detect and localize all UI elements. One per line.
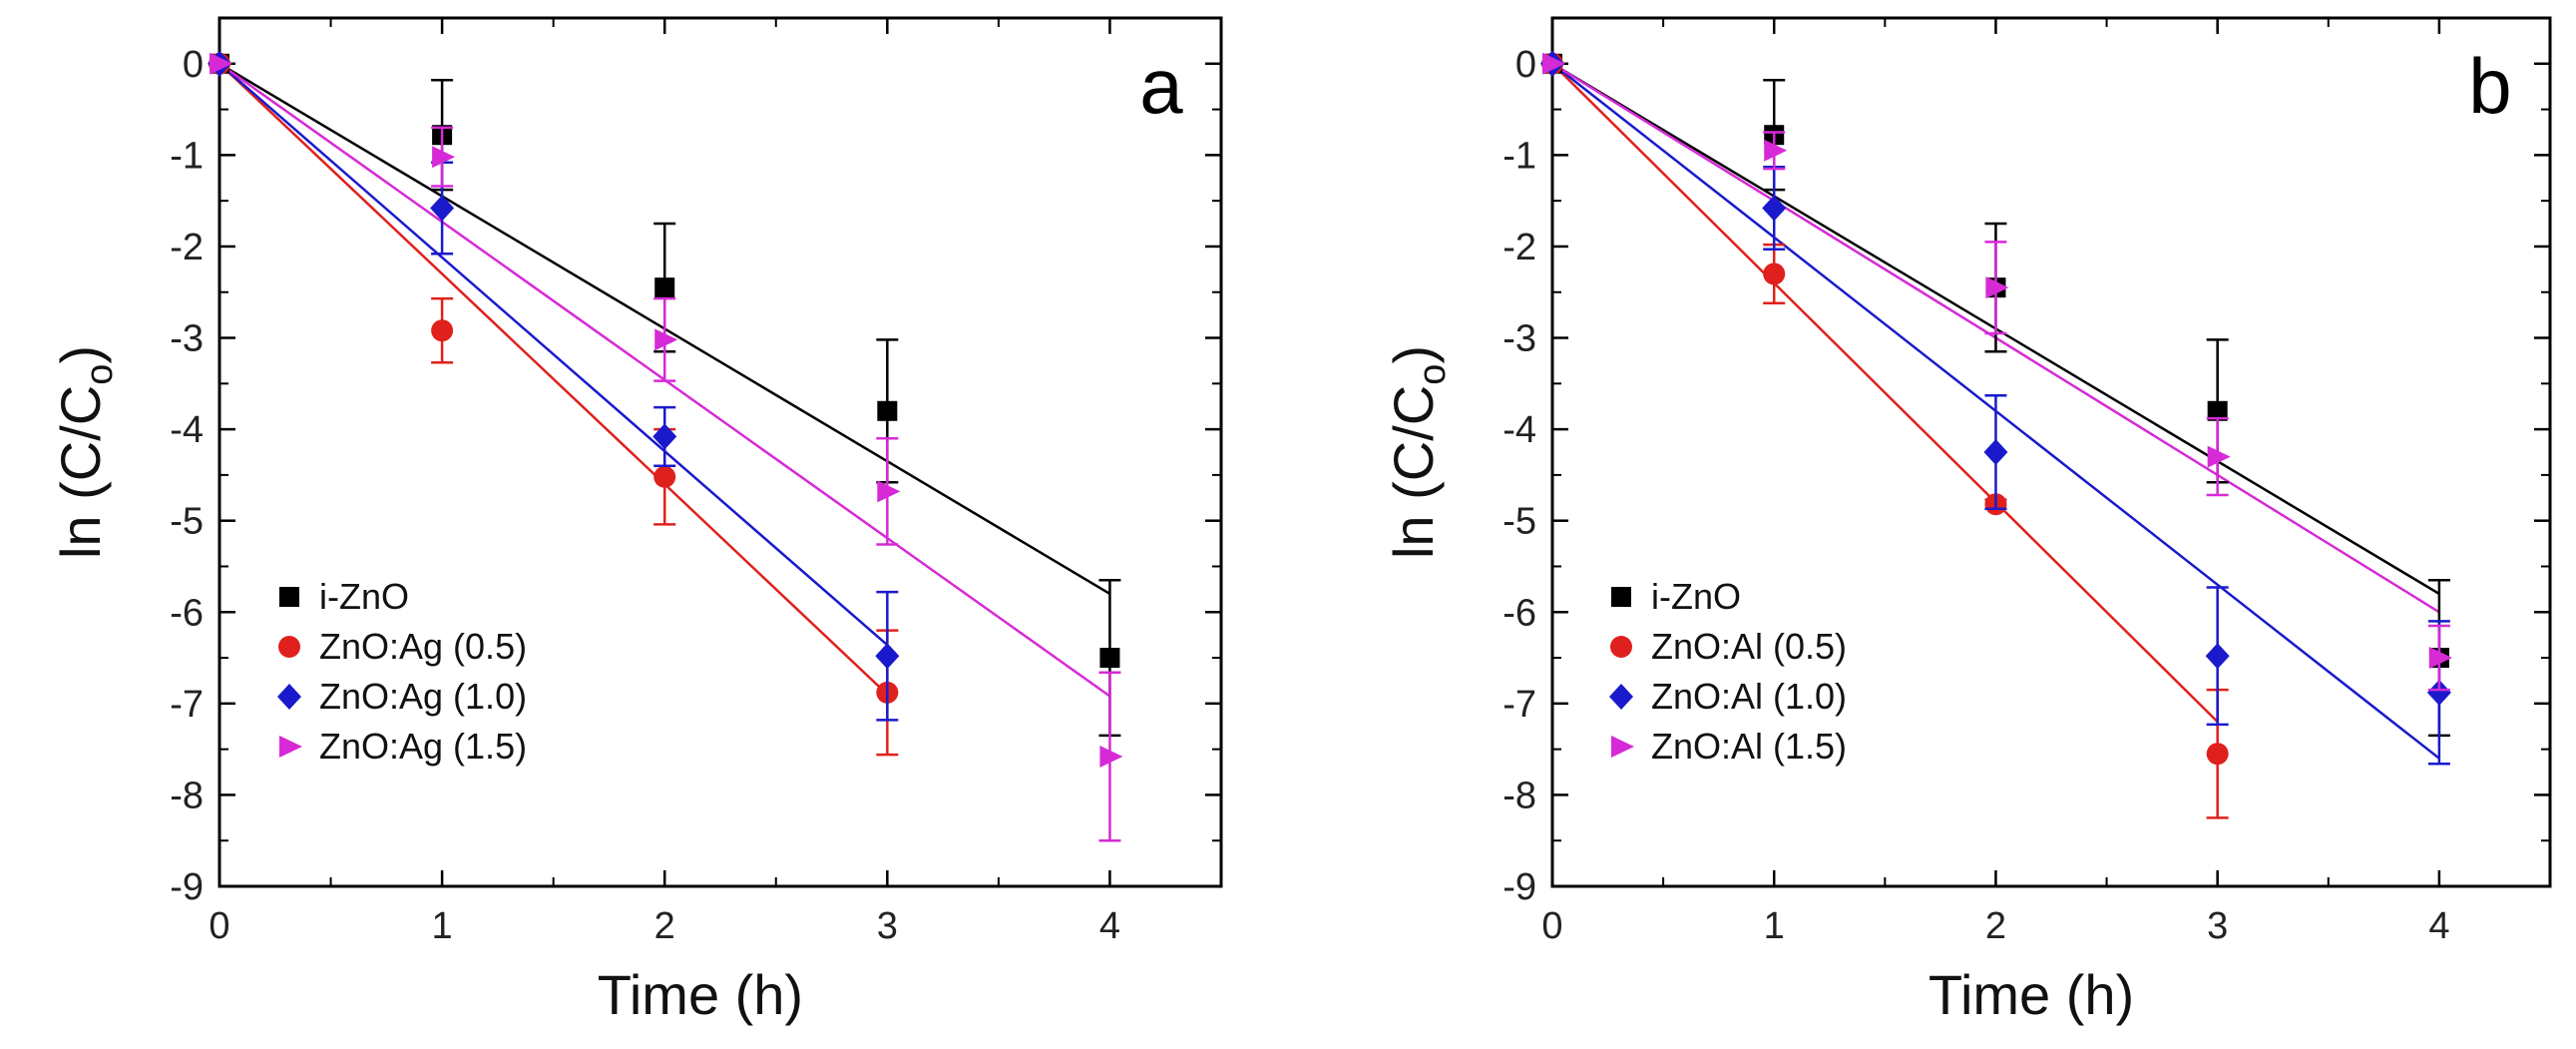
legend-label: i-ZnO — [319, 576, 409, 617]
legend-label: ZnO:Ag (1.5) — [319, 726, 527, 767]
fit-line — [218, 62, 889, 696]
x-tick-label: 4 — [1099, 905, 1120, 947]
y-tick-label: -8 — [1503, 775, 1536, 816]
x-tick-label: 0 — [209, 905, 229, 947]
y-tick-label: -9 — [170, 866, 204, 908]
x-tick-label: 1 — [432, 905, 453, 947]
legend: i-ZnO ZnO:Ag (0.5) ZnO:Ag (1.0) ZnO:Ag (1.5… — [277, 576, 527, 767]
y-tick-label: -4 — [170, 409, 204, 451]
y-tick-label: -5 — [170, 501, 204, 543]
y-tick-label: -5 — [1503, 501, 1536, 543]
data-point — [2206, 743, 2229, 766]
data-point — [875, 643, 900, 670]
y-tick-label: -7 — [170, 684, 204, 726]
data-point — [877, 400, 898, 421]
data-point — [431, 319, 454, 342]
x-tick-label: 3 — [877, 905, 898, 947]
y-tick-label: -1 — [170, 135, 204, 177]
x-axis-title: Time (h) — [598, 963, 803, 1026]
data-point — [2426, 679, 2451, 706]
data-point — [210, 52, 232, 75]
panel-label: a — [1139, 42, 1183, 130]
y-tick-label: -6 — [1503, 592, 1536, 634]
legend-marker — [1610, 636, 1632, 658]
x-tick-label: 2 — [654, 905, 675, 947]
x-tick-label: 4 — [2428, 905, 2449, 947]
y-axis-title: ln (C/Co) — [1382, 345, 1454, 559]
x-axis-title: Time (h) — [1929, 963, 2134, 1026]
legend-label: ZnO:Ag (0.5) — [319, 626, 527, 667]
legend-marker — [1611, 736, 1634, 758]
data-point — [432, 146, 456, 169]
legend-marker — [277, 684, 301, 710]
panel-label: b — [2468, 42, 2511, 130]
data-point — [1983, 439, 2008, 465]
data-point — [877, 480, 901, 503]
plot-frame — [1550, 16, 2552, 888]
data-point — [2205, 643, 2230, 670]
legend-marker — [279, 587, 299, 607]
legend-label: ZnO:Al (1.5) — [1651, 726, 1847, 767]
legend-label: ZnO:Ag (1.0) — [319, 676, 527, 717]
y-tick-label: 0 — [183, 44, 204, 86]
data-point — [2428, 647, 2452, 670]
data-point — [654, 328, 678, 351]
data-point — [2207, 445, 2231, 468]
chart-panel-b: 0 1 2 3 4 0 -1 -2 -3 -4 -5 -6 -7 -8 -9 Time (h) ln (C/Co… — [1382, 16, 2552, 1026]
y-tick-label: 0 — [1515, 44, 1536, 86]
y-tick-label: -1 — [1503, 135, 1536, 177]
y-tick-label: -9 — [1503, 866, 1536, 908]
y-tick-label: -2 — [1503, 227, 1536, 268]
legend-label: ZnO:Al (1.0) — [1651, 676, 1847, 717]
y-tick-label: -2 — [170, 227, 204, 268]
chart-panel-a: 0 1 2 3 4 0 -1 -2 -3 -4 -5 -6 -7 -8 -9 Time (h) ln (C/Co… — [49, 16, 1223, 1026]
y-tick-label: -7 — [1503, 684, 1536, 726]
legend-marker — [1609, 684, 1633, 710]
y-tick-label: -4 — [1503, 409, 1536, 451]
data-point — [654, 277, 675, 298]
data-point — [1764, 139, 1788, 162]
data-point — [1763, 262, 1786, 285]
x-tick-label: 1 — [1764, 905, 1785, 947]
data-point — [1762, 195, 1787, 222]
x-tick-label: 2 — [1985, 905, 2006, 947]
data-point — [1099, 648, 1120, 669]
data-point — [652, 423, 677, 450]
y-tick-label: -6 — [170, 592, 204, 634]
x-tick-label: 3 — [2207, 905, 2228, 947]
legend-label: i-ZnO — [1651, 576, 1741, 617]
data-point — [2207, 400, 2228, 421]
y-tick-label: -8 — [170, 775, 204, 816]
plot-frame — [217, 16, 1223, 888]
legend: i-ZnO ZnO:Al (0.5) ZnO:Al (1.0) ZnO:Al (1.5… — [1609, 576, 1847, 767]
data-point — [1985, 276, 2009, 299]
data-point — [653, 465, 676, 488]
data-point — [430, 195, 455, 222]
data-point — [1542, 52, 1565, 75]
y-tick-label: -3 — [170, 318, 204, 360]
legend-marker — [278, 636, 300, 658]
y-tick-label: -3 — [1503, 318, 1536, 360]
y-axis-title: ln (C/Co) — [49, 345, 121, 559]
x-tick-label: 0 — [1541, 905, 1562, 947]
legend-label: ZnO:Al (0.5) — [1651, 626, 1847, 667]
fit-line — [218, 62, 889, 647]
data-point — [1099, 745, 1123, 768]
fit-line — [1551, 62, 2219, 724]
legend-marker — [1611, 587, 1631, 607]
legend-marker — [279, 736, 302, 758]
